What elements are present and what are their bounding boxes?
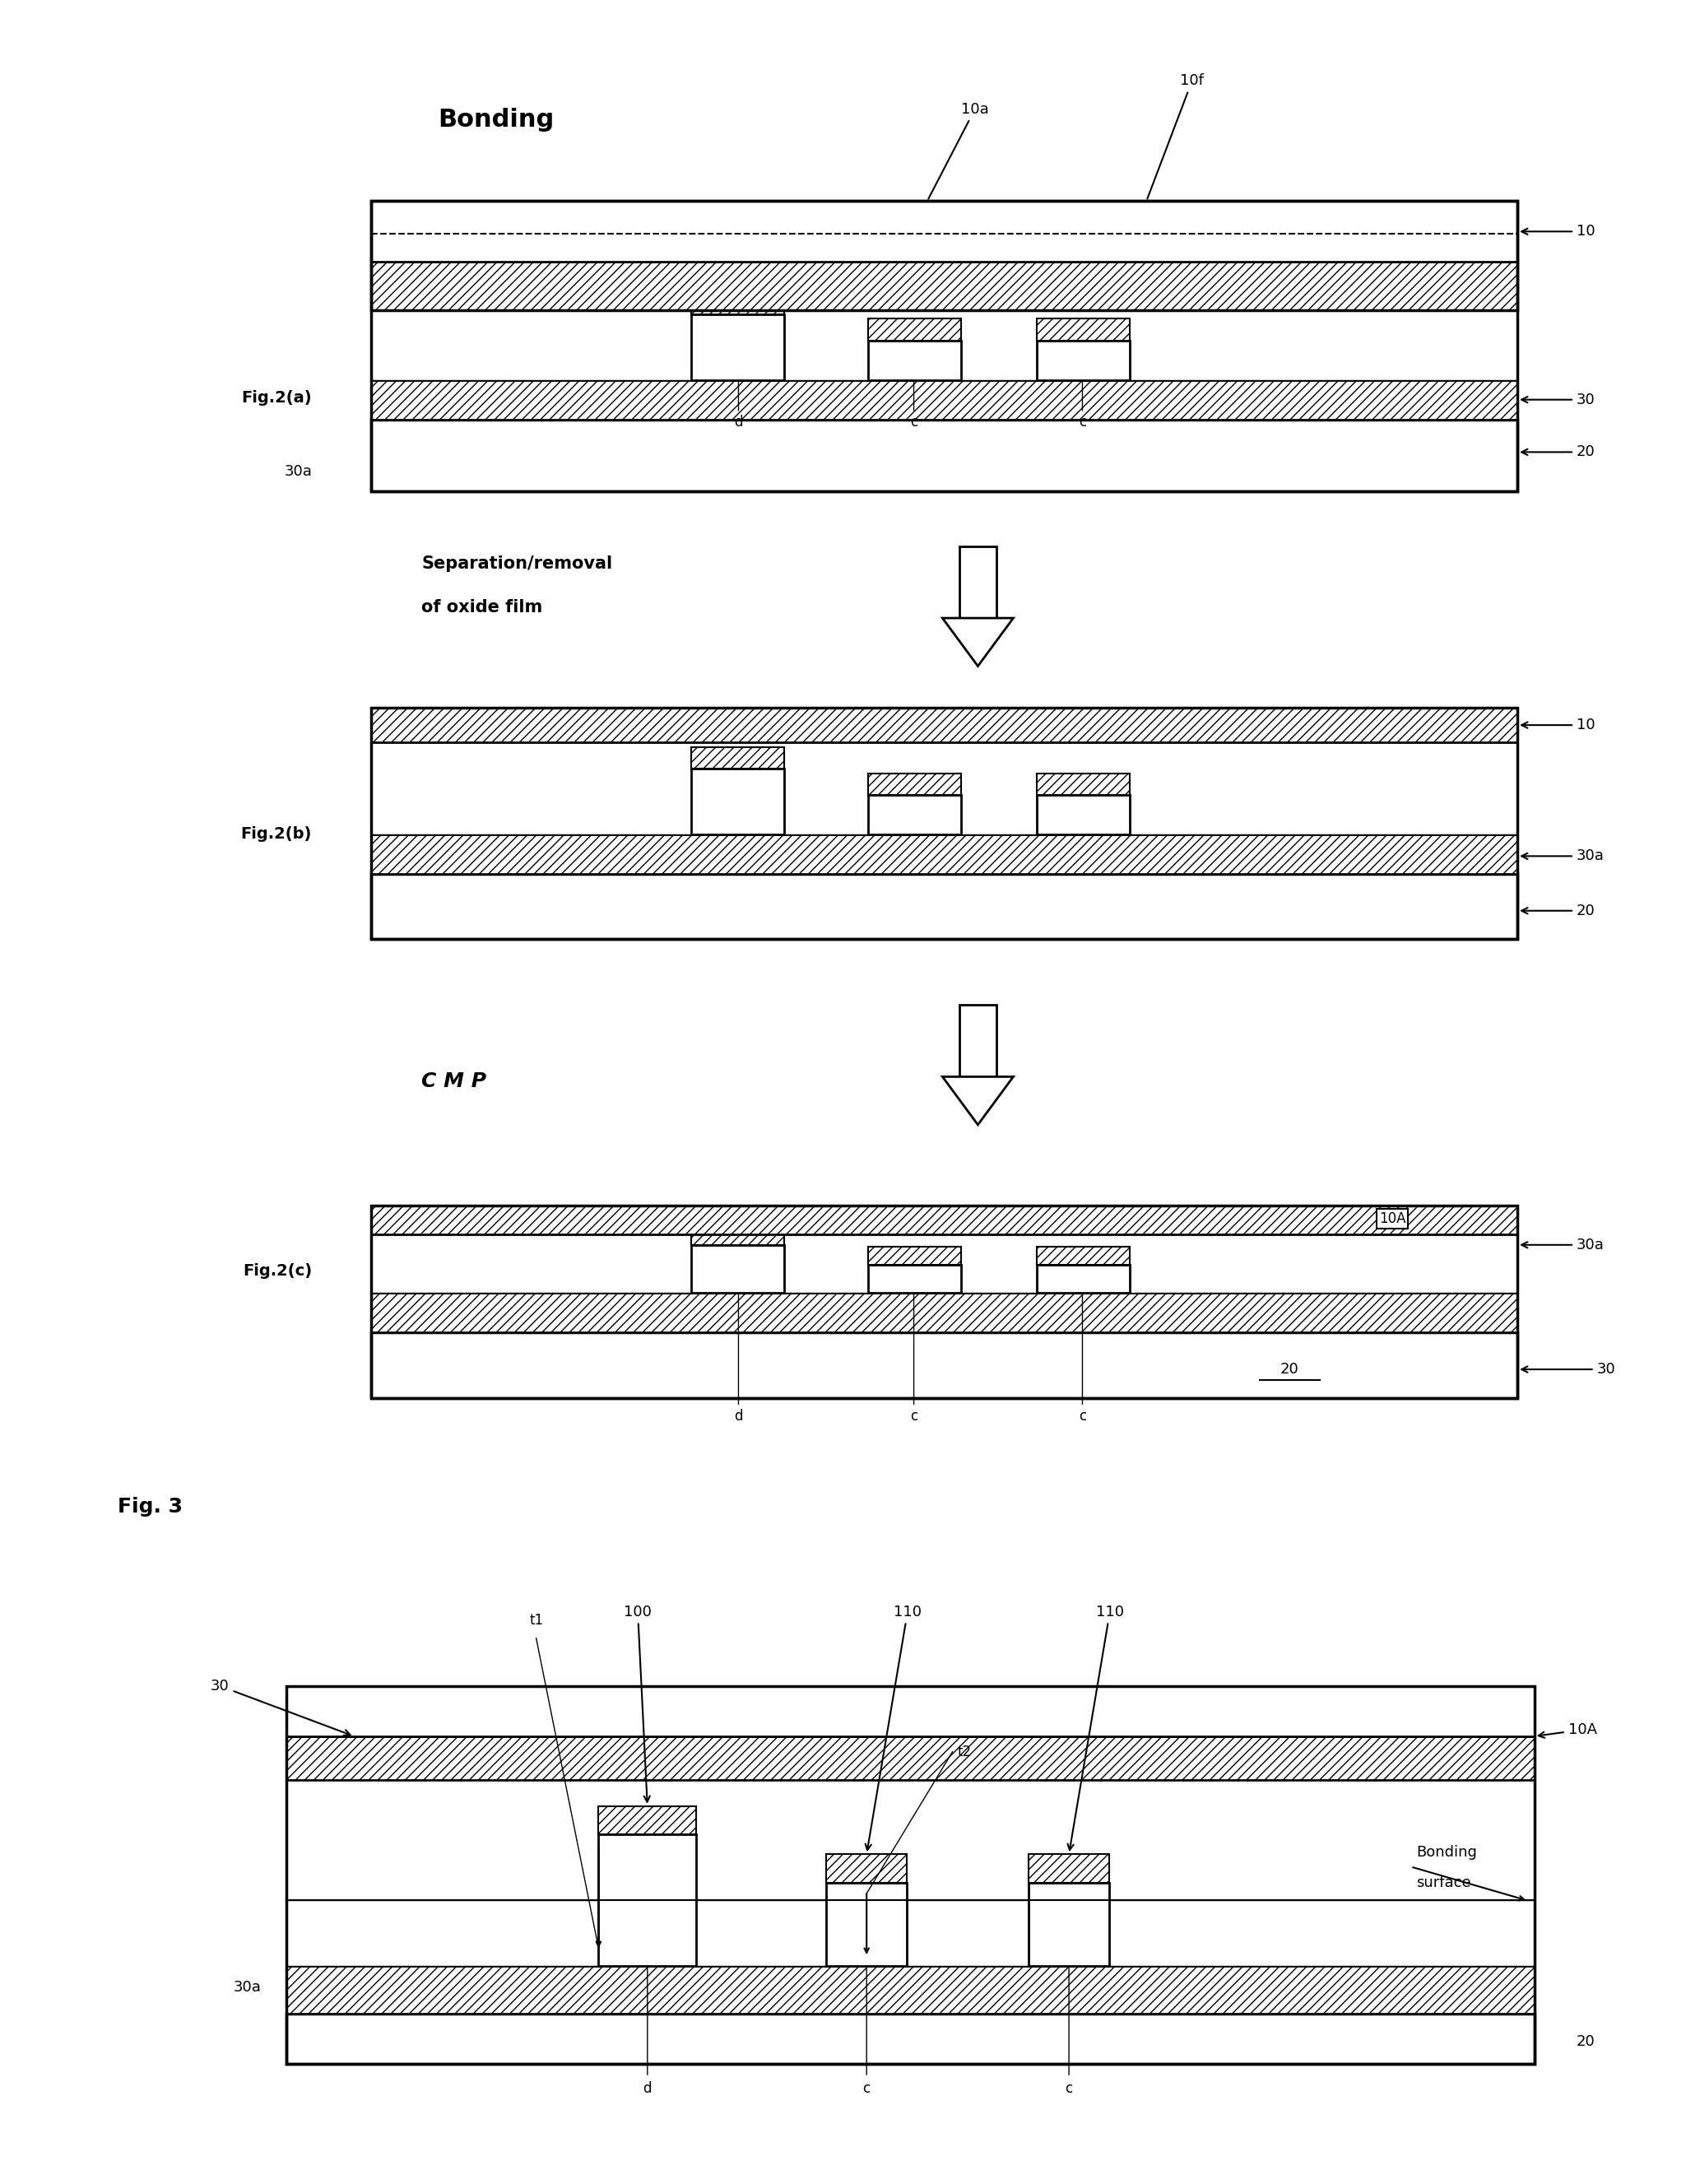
Bar [287,1686,1534,1736]
Text: 110: 110 [865,1605,922,1850]
Bar [371,380,1517,419]
Bar [371,743,1517,834]
Bar [691,314,784,380]
Bar [287,1900,1534,1966]
Bar [371,1206,1517,1234]
Bar [287,2014,1534,2064]
Bar [1037,795,1130,834]
Text: of oxide film: of oxide film [422,598,543,616]
Text: Bonding: Bonding [438,109,555,131]
Bar [371,1206,1517,1398]
Text: Fig.2(c): Fig.2(c) [243,1262,312,1280]
Bar [371,201,1517,310]
Bar [371,419,1517,491]
Text: d: d [733,1409,744,1424]
Text: 10f: 10f [1146,74,1204,199]
Polygon shape [942,1077,1013,1125]
Bar [959,1005,996,1077]
Text: C M P: C M P [422,1070,487,1092]
Polygon shape [942,618,1013,666]
Text: 20: 20 [1576,2035,1595,2049]
Bar [868,1265,961,1293]
Text: 10a: 10a [929,103,988,199]
Bar [371,874,1517,939]
Text: 30a: 30a [283,465,312,478]
Bar [868,319,961,341]
Text: c: c [863,2081,870,2097]
Text: 20: 20 [1521,446,1595,459]
Text: 30a: 30a [233,1981,261,1994]
Bar [868,795,961,834]
Bar [691,1245,784,1293]
Bar [371,310,1517,380]
Text: Separation/removal: Separation/removal [422,555,612,572]
Bar [287,1966,1534,2014]
Bar [371,201,1517,491]
Bar [826,1883,907,1966]
Text: Fig.2(b): Fig.2(b) [241,826,312,843]
Bar [1037,1265,1130,1293]
Bar [691,293,784,314]
Text: surface: surface [1416,1876,1472,1889]
Text: Bonding: Bonding [1416,1845,1477,1859]
Text: 30: 30 [211,1679,351,1736]
Text: t1: t1 [529,1614,543,1627]
Text: 10A: 10A [1538,1723,1597,1738]
Bar [371,1332,1517,1398]
Text: c: c [1066,2081,1072,2097]
Bar [371,708,1517,939]
Text: d: d [733,415,744,430]
Bar [868,341,961,380]
Bar [371,201,1517,262]
Text: c: c [1079,415,1086,430]
Bar [1037,319,1130,341]
Bar [1037,1247,1130,1265]
Text: 100: 100 [624,1605,652,1802]
Bar [691,769,784,834]
Bar [371,708,1517,743]
Text: d: d [642,2081,652,2097]
Bar [371,1234,1517,1293]
Text: 110: 110 [1067,1605,1125,1850]
Bar [959,546,996,618]
Text: t2: t2 [958,1745,971,1758]
Text: Fig.2(a): Fig.2(a) [241,389,312,406]
Bar [868,1247,961,1265]
Text: 20: 20 [1521,904,1595,917]
Text: 10: 10 [1521,225,1595,238]
Text: 30a: 30a [1521,1238,1605,1251]
Text: 10: 10 [1521,719,1595,732]
Text: 20: 20 [1280,1363,1300,1376]
Bar [1037,773,1130,795]
Bar [371,262,1517,310]
Bar [868,773,961,795]
Bar [691,747,784,769]
Bar [371,834,1517,874]
Text: 30: 30 [1521,1363,1615,1376]
Bar [599,1806,696,1835]
Text: 10A: 10A [1379,1212,1406,1225]
Bar [1037,341,1130,380]
Bar [826,1854,907,1883]
Text: c: c [1079,1409,1086,1424]
Text: c: c [910,1409,917,1424]
Text: c: c [910,415,917,430]
Bar [1028,1854,1109,1883]
Bar [287,1686,1534,2064]
Bar [1028,1883,1109,1966]
Bar [691,1227,784,1245]
Text: 30: 30 [1521,393,1595,406]
Text: 30a: 30a [1521,850,1605,863]
Bar [599,1835,696,1966]
Bar [371,1293,1517,1332]
Bar [287,1736,1534,1780]
Text: Fig. 3: Fig. 3 [118,1496,184,1518]
